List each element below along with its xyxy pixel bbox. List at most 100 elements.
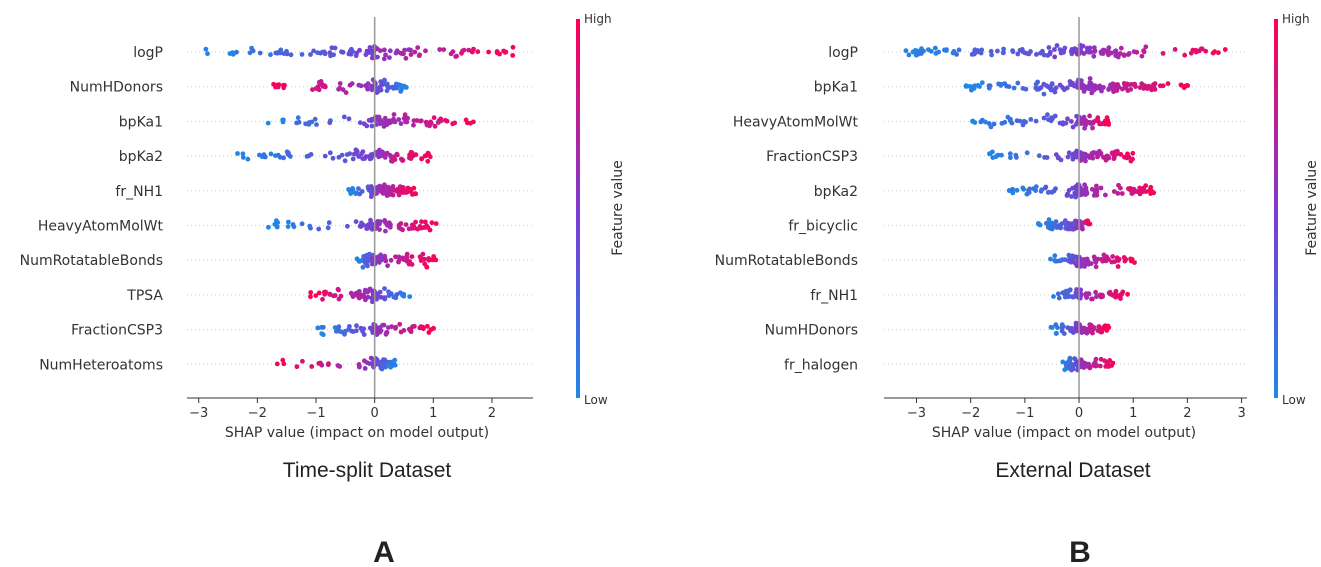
- shap-point: [950, 50, 956, 56]
- shap-point: [1139, 53, 1145, 59]
- shap-point: [374, 190, 380, 196]
- shap-point: [1061, 291, 1067, 296]
- shap-point: [437, 47, 443, 52]
- shap-point: [1133, 84, 1138, 89]
- shap-point: [1143, 44, 1149, 50]
- shap-point: [1079, 78, 1084, 83]
- shap-point: [396, 187, 402, 193]
- shap-point: [378, 151, 384, 157]
- shap-plot-time-split: logP NumHDonors bpKa1 bpKa2 fr_NH1 HeavyAtomM…: [20, 12, 626, 567]
- shap-point: [393, 254, 398, 260]
- shap-point: [404, 255, 410, 261]
- shap-point: [365, 86, 371, 92]
- shap-point: [1048, 256, 1053, 262]
- shap-point: [399, 51, 405, 56]
- feature-label: NumHDonors: [70, 80, 163, 96]
- shap-point: [398, 89, 404, 94]
- shap-point: [1090, 125, 1095, 131]
- shap-point: [1110, 254, 1116, 259]
- shap-point: [1137, 85, 1143, 90]
- shap-point: [426, 330, 432, 335]
- shap-point: [1178, 82, 1184, 88]
- shap-point: [486, 49, 491, 55]
- colorbar-high-label: High: [1282, 12, 1310, 26]
- shap-point: [320, 332, 326, 338]
- shap-point: [1082, 182, 1087, 188]
- shap-point: [230, 50, 235, 55]
- shap-point: [1110, 87, 1116, 92]
- shap-point: [341, 114, 347, 120]
- shap-point: [285, 224, 291, 230]
- shap-point: [402, 112, 408, 118]
- shap-point: [281, 361, 287, 367]
- shap-point: [1108, 50, 1114, 56]
- shap-point: [1172, 47, 1178, 52]
- shap-point: [385, 325, 391, 330]
- shap-point: [362, 358, 367, 364]
- shap-point: [1082, 264, 1087, 269]
- shap-point: [1131, 49, 1137, 55]
- x-axis: −3 −2 −1 0 1 2 3: [884, 397, 1247, 421]
- shap-point: [1098, 185, 1104, 191]
- shap-point: [387, 55, 392, 60]
- shap-point: [1117, 51, 1123, 56]
- shap-point: [343, 90, 349, 95]
- shap-point: [1129, 191, 1135, 197]
- shap-point: [1092, 257, 1098, 263]
- shap-point: [378, 294, 384, 300]
- shap-point: [1001, 46, 1006, 52]
- shap-point: [1188, 50, 1194, 56]
- shap-point: [1112, 259, 1118, 264]
- shap-point: [1119, 292, 1124, 297]
- dataset-title: Time-split Dataset: [283, 459, 452, 482]
- shap-point: [1052, 54, 1058, 60]
- shap-point: [425, 158, 431, 164]
- shap-point: [426, 257, 432, 263]
- shap-point: [1118, 296, 1123, 301]
- shap-point: [320, 324, 326, 330]
- shap-point: [1097, 363, 1103, 369]
- shap-point: [1046, 45, 1052, 50]
- shap-point: [1021, 118, 1027, 124]
- shap-point: [274, 361, 280, 367]
- shap-point: [380, 184, 386, 190]
- shap-point: [1020, 49, 1026, 55]
- shap-point: [1137, 191, 1143, 197]
- shap-point: [1106, 257, 1111, 262]
- shap-point: [392, 357, 398, 363]
- feature-label: fr_halogen: [784, 357, 858, 373]
- shap-point: [438, 118, 444, 124]
- shap-point: [356, 362, 362, 367]
- shap-point: [411, 185, 417, 191]
- shap-point: [459, 50, 464, 56]
- shap-point: [367, 45, 373, 50]
- shap-point: [1090, 296, 1095, 302]
- panel-label: B: [1069, 536, 1091, 567]
- shap-point: [345, 223, 350, 229]
- shap-point: [1115, 264, 1121, 269]
- shap-point: [353, 219, 359, 225]
- shap-point: [1063, 120, 1069, 126]
- colorbar-low-label: Low: [1282, 393, 1306, 407]
- shap-point: [350, 156, 356, 162]
- shap-point: [1033, 118, 1039, 124]
- shap-point: [1042, 155, 1047, 160]
- shap-point: [320, 296, 325, 302]
- shap-point: [367, 188, 373, 194]
- shap-point: [1053, 85, 1059, 91]
- shap-point: [281, 155, 286, 161]
- shap-point: [1041, 91, 1047, 97]
- shap-point: [354, 148, 360, 154]
- shap-point: [411, 118, 417, 123]
- shap-point: [337, 81, 343, 86]
- shap-point: [1085, 218, 1091, 224]
- shap-point: [350, 186, 355, 191]
- shap-point: [407, 294, 413, 299]
- feature-gridlines: [187, 51, 533, 365]
- shap-point: [1007, 151, 1013, 157]
- feature-label: FractionCSP3: [766, 149, 858, 165]
- shap-point: [1078, 260, 1084, 266]
- shap-point: [928, 48, 934, 54]
- beeswarm-dots: [903, 42, 1228, 373]
- feature-label: TPSA: [126, 288, 163, 304]
